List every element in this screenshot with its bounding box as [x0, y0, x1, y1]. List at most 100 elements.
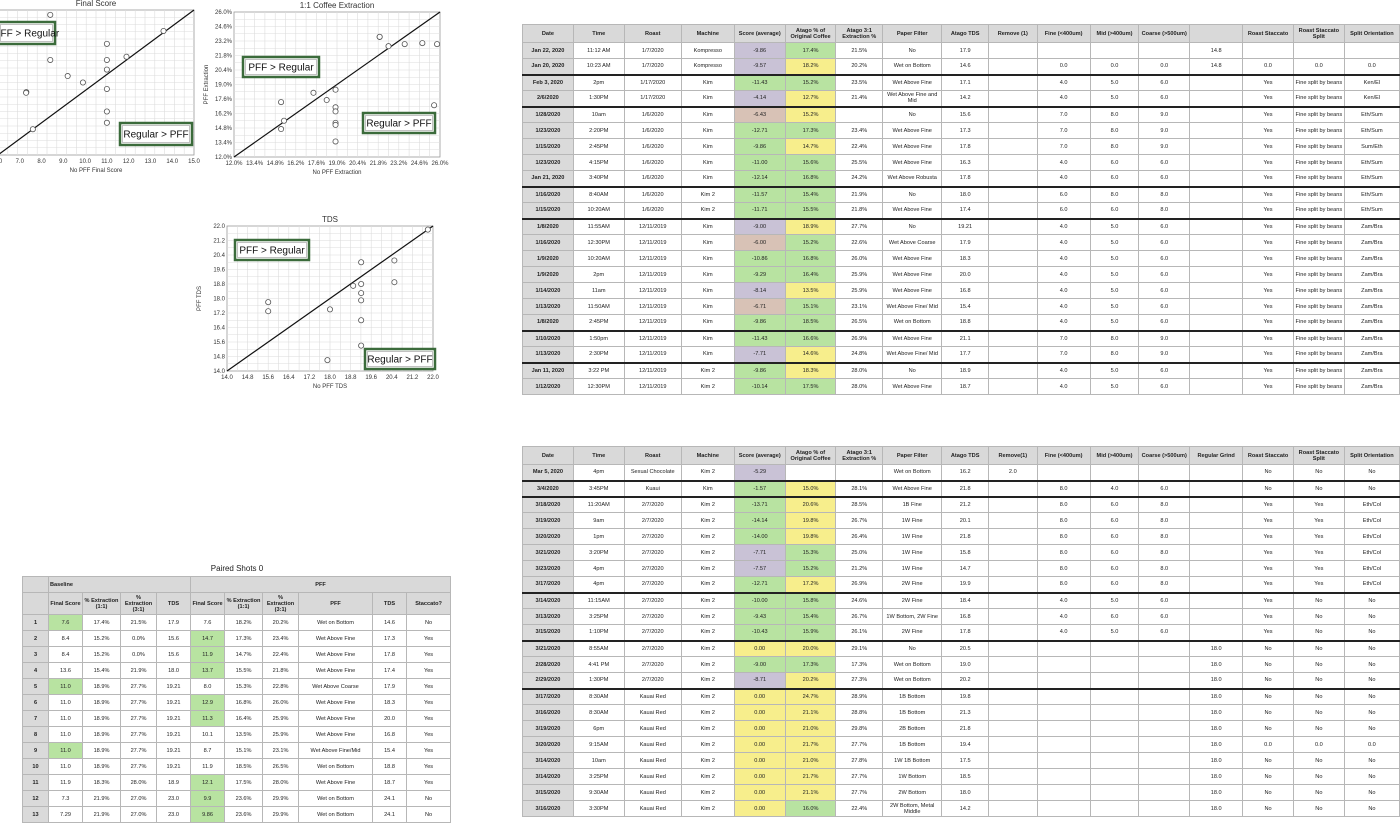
table-cell: 10am [572, 105, 625, 123]
table-cell: 8.0 [1138, 528, 1191, 545]
table-cell: 3/21/2020 [522, 639, 574, 657]
table-cell: 15.1% [224, 742, 264, 759]
table-cell: 11.0 [48, 742, 83, 759]
column-header: Roast Staccato [1242, 446, 1294, 465]
table-cell: 18.9% [784, 217, 837, 235]
table-cell: No [1292, 672, 1345, 689]
table-cell: 21.1 [941, 329, 989, 347]
table-cell: 4.0 [1036, 234, 1091, 251]
table-cell: 3:40PM [572, 170, 625, 187]
table-cell: 3/16/2020 [522, 800, 574, 817]
table-cell: 9 [22, 742, 49, 759]
table-cell [1189, 464, 1244, 481]
table-cell: Wet Above Fine [882, 73, 943, 91]
table-cell: 16.8 [941, 608, 989, 625]
table-cell: 9:15AM [572, 736, 625, 753]
table-cell: 18.2% [784, 58, 837, 75]
table-cell: Fine split by beans [1292, 185, 1345, 203]
table-cell: Wet on Bottom [298, 758, 374, 775]
table-cell [1189, 154, 1244, 171]
table-cell: 5.0 [1089, 298, 1140, 315]
table-cell [1189, 624, 1244, 641]
table-cell: 20.0 [372, 710, 408, 727]
table-cell: 3:25PM [572, 608, 625, 625]
table-cell: 28.1% [835, 479, 884, 497]
table-cell: Yes [1292, 495, 1345, 513]
table-cell: 4.0 [1036, 154, 1091, 171]
table-cell: 18.0 [1189, 784, 1244, 801]
table-cell: 15.6 [941, 105, 989, 123]
table-cell [1189, 185, 1244, 203]
table-cell: 18.0 [1189, 672, 1244, 689]
table-cell: No [882, 105, 943, 123]
annotation-box [363, 347, 437, 371]
paired-shots-title: Paired Shots 0 [210, 564, 264, 573]
column-header: Split Orientation [1343, 24, 1400, 43]
table-cell: 6.0 [1138, 234, 1191, 251]
annotation-inner [0, 24, 53, 42]
table-cell: 10:20AM [572, 250, 625, 267]
table-cell: 6 [22, 694, 49, 711]
table-cell: Zam/Bra [1343, 329, 1400, 347]
x-tick-label: 12.0% [225, 161, 243, 167]
table-cell [1189, 202, 1244, 219]
table-cell: 15.2% [82, 630, 121, 647]
data-point [358, 290, 365, 297]
table-cell: 19.21 [941, 217, 989, 235]
table-cell: 8.0 [1089, 138, 1140, 155]
table-cell: 2:45PM [572, 314, 625, 331]
table-cell [1189, 528, 1244, 545]
table-cell: Eth/Sum [1343, 154, 1400, 171]
table-cell: 0.0 [1036, 58, 1091, 75]
table-row: 1/16/2020 12:30PM 12/11/2019 Kim -6.00 15.2% 2… [522, 234, 1400, 251]
table-cell: 18.0 [1189, 768, 1244, 785]
table-cell: 18.5% [784, 314, 837, 331]
data-point [123, 53, 130, 60]
table-cell: No [1292, 704, 1345, 721]
table-row: 3/14/2020 10am Kauai Red Kim 2 0.00 21.0% 27.8… [522, 752, 1400, 769]
table-cell: 7.6 [190, 614, 226, 631]
table-cell: 4.0 [1036, 250, 1091, 267]
table-cell: 10am [572, 752, 625, 769]
annotation-inner [245, 59, 317, 75]
table-cell [1138, 736, 1191, 753]
table-cell: Wet Above Fine [298, 662, 374, 679]
y-tick-label: 23.2% [215, 39, 233, 45]
table-cell: 2W Fine [882, 624, 943, 641]
data-point [358, 342, 365, 349]
table-cell: 26.0% [835, 250, 884, 267]
table-cell: 18.0 [1189, 656, 1244, 673]
x-tick-label: 14.0 [221, 375, 233, 381]
table-cell: Kim 2 [680, 512, 735, 529]
table-cell: Fine split by beans [1292, 266, 1345, 283]
table-cell: 19.21 [155, 742, 192, 759]
table-cell: 11 [22, 774, 49, 791]
table-cell: Kim [680, 282, 735, 299]
table-cell: Jan 11, 2020 [522, 361, 574, 379]
table-cell: Fine split by beans [1292, 122, 1345, 139]
table-cell: 12/11/2019 [623, 346, 682, 363]
table-cell: 4.0 [1036, 314, 1091, 331]
table-cell: Kim [680, 266, 735, 283]
table-cell: Kim 2 [680, 591, 735, 609]
table-cell: 16.8% [784, 170, 837, 187]
table-cell: -10.14 [733, 378, 786, 395]
table-cell: 17.9 [941, 234, 989, 251]
table-cell [987, 768, 1038, 785]
table-cell: 2/7/2020 [623, 576, 682, 593]
table-cell: 6.0 [1138, 73, 1191, 91]
table-cell [987, 800, 1038, 817]
x-tick-label: 20.4 [386, 375, 398, 381]
table-row: 1/12/2020 12:30PM 12/11/2019 Kim 2 -10.14 17.… [522, 378, 1400, 395]
table-cell: Wet Above Fine/Mid [298, 742, 374, 759]
table-cell: 1B Bottom [882, 687, 943, 705]
table-cell: 0.0 [1089, 58, 1140, 75]
data-point [332, 86, 339, 93]
table-cell: 0.00 [733, 639, 786, 657]
table-cell: 15.6% [784, 154, 837, 171]
table-cell: 8.0 [1138, 560, 1191, 577]
table-cell: 21.8% [835, 202, 884, 219]
table-cell: 15.6 [155, 630, 192, 647]
table-cell: 1/10/2020 [522, 329, 574, 347]
table-cell: Fine split by beans [1292, 298, 1345, 315]
